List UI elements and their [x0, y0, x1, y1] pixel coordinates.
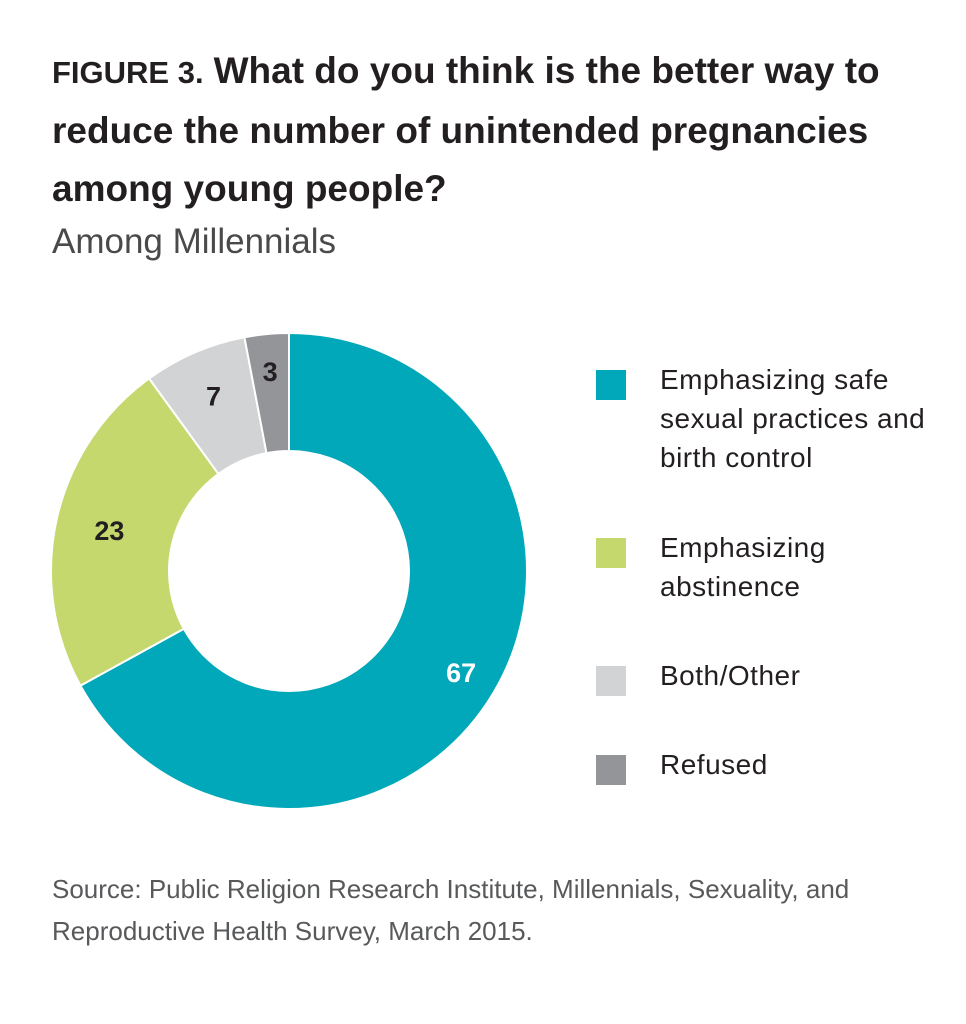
figure-label: FIGURE 3. [52, 55, 204, 90]
chart-subtitle: Among Millennials [52, 222, 337, 261]
chart-title: FIGURE 3. What do you think is the better… [52, 42, 932, 218]
slice-refused [243, 331, 290, 455]
source-note: Source: Public Religion Research Institu… [52, 874, 850, 946]
donut-slices [50, 331, 528, 810]
legend-label-abstinence: Emphasizing abstinence [660, 532, 826, 602]
legend-swatch-safe-sex-birth-control [596, 370, 626, 400]
legend-label-safe-sex-birth-control: Emphasizing safe sexual practices and bi… [660, 364, 926, 473]
data-label-safe-sex-birth-control: 67 [446, 658, 476, 688]
slice-abstinence [50, 377, 220, 688]
data-label-refused: 3 [263, 357, 278, 387]
legend-swatch-abstinence [596, 538, 626, 568]
data-label-abstinence: 23 [94, 516, 124, 546]
donut-data-labels: 67 23 7 3 [94, 357, 476, 688]
legend-swatch-both-other [596, 666, 626, 696]
legend-label-both-other: Both/Other [660, 660, 801, 691]
slice-safe-sex-birth-control [79, 331, 528, 810]
legend-swatch-refused [596, 755, 626, 785]
title-text: What do you think is the better way to r… [52, 50, 880, 209]
data-label-both-other: 7 [206, 382, 221, 412]
legend-label-refused: Refused [660, 749, 768, 780]
